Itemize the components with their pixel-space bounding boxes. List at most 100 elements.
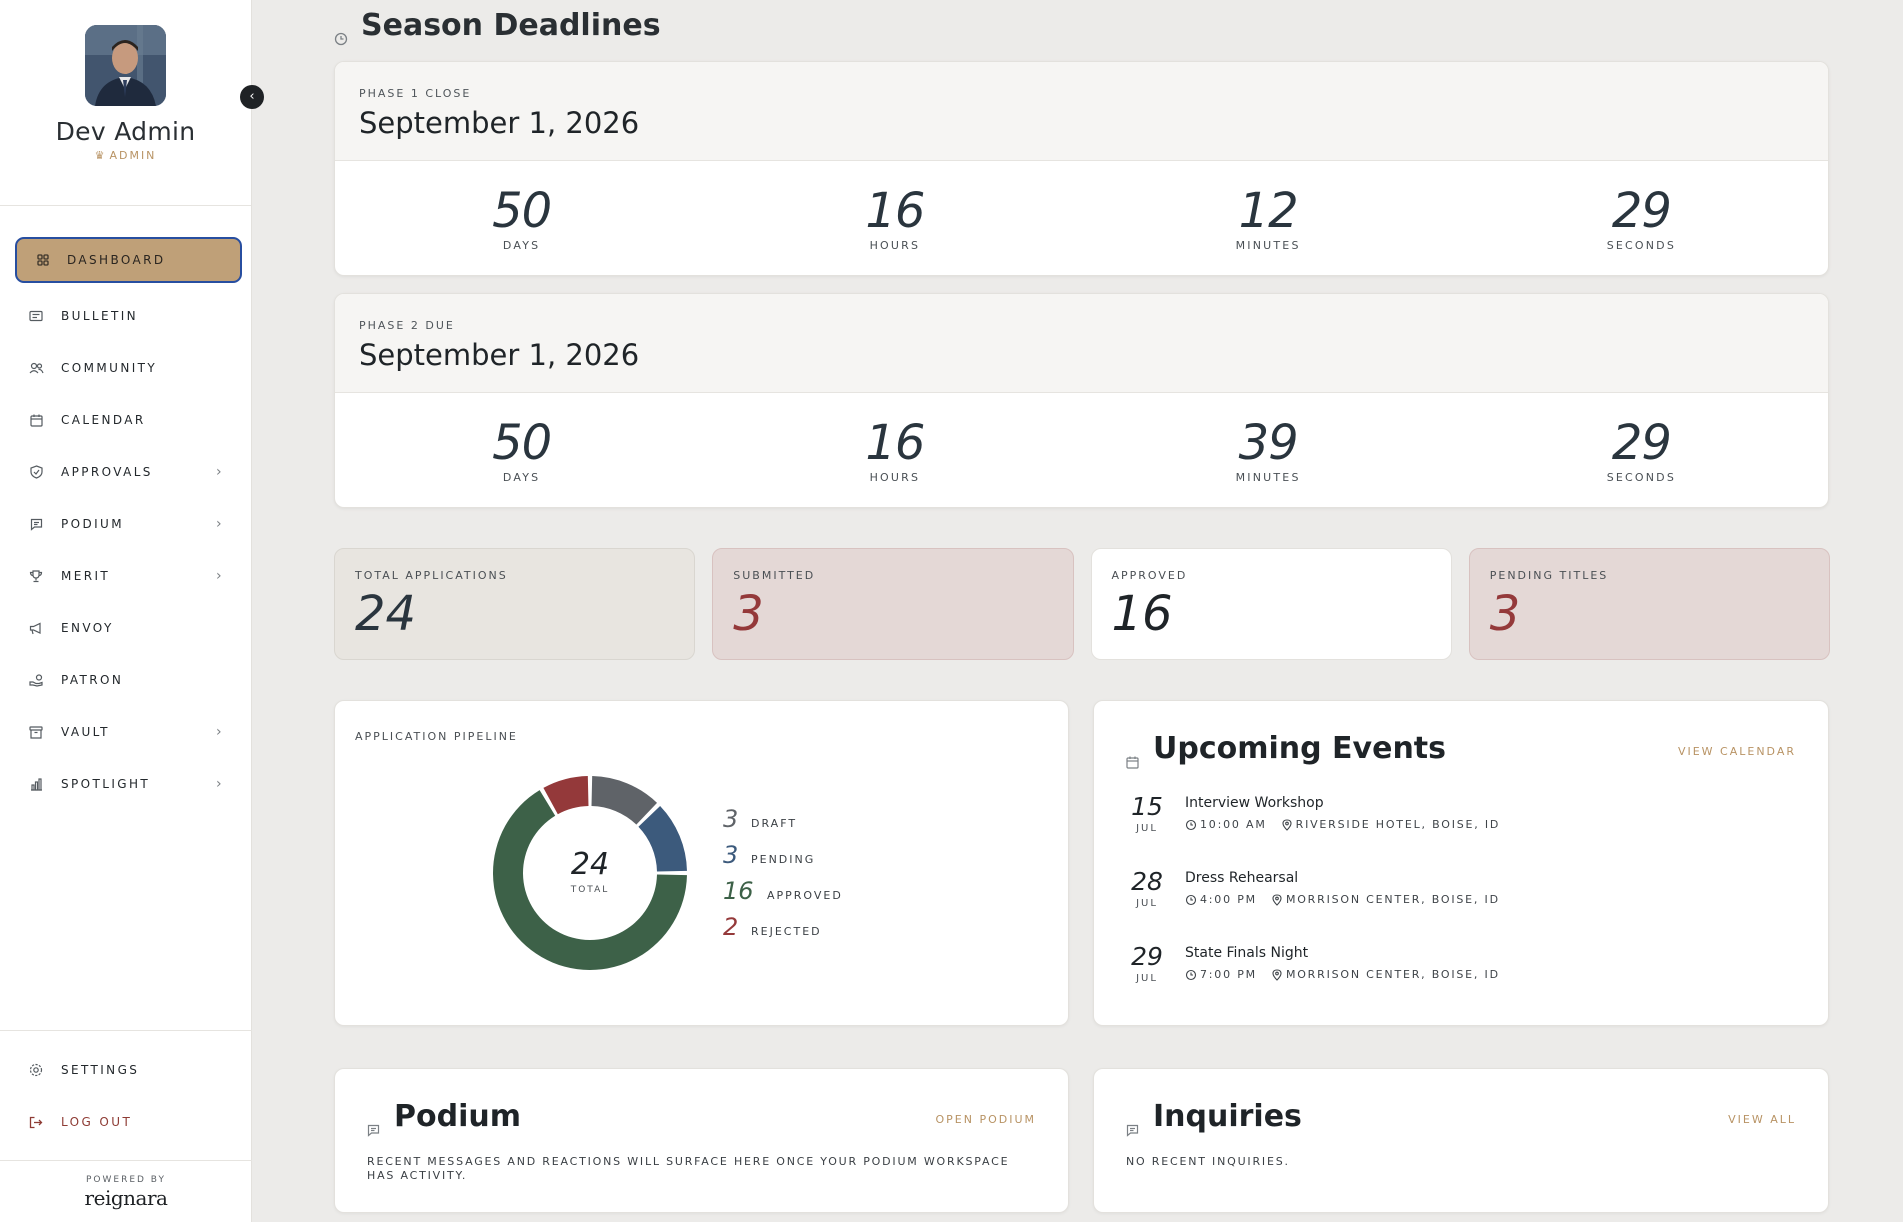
message-square-icon (28, 516, 44, 532)
deadline-card-phase-1: PHASE 1 CLOSE September 1, 2026 50 DAYS … (334, 61, 1829, 276)
application-pipeline-panel: APPLICATION PIPELINE 24 TOTAL 3 DRAFT 3 … (334, 700, 1069, 1026)
sidebar-item-label: BULLETIN (61, 309, 139, 323)
countdown-minutes: 39 MINUTES (1082, 393, 1455, 507)
sidebar-item-merit[interactable]: MERIT › (0, 550, 252, 602)
sidebar-item-dashboard[interactable]: DASHBOARD (15, 237, 242, 283)
sidebar-item-approvals[interactable]: APPROVALS › (0, 446, 252, 498)
inquiries-panel: Inquiries VIEW ALL NO RECENT INQUIRIES. (1093, 1068, 1829, 1213)
pipeline-legend: 3 DRAFT 3 PENDING 16 APPROVED 2 REJECTED (723, 805, 843, 949)
countdown-unit: MINUTES (1235, 471, 1301, 484)
event-day: 29 (1131, 942, 1163, 971)
sidebar-item-vault[interactable]: VAULT › (0, 706, 252, 758)
event-month: JUL (1136, 973, 1158, 984)
deadline-label: PHASE 1 CLOSE (359, 87, 472, 100)
sidebar-nav: DASHBOARD BULLETIN COMMUNITY CALENDAR AP… (0, 228, 252, 810)
countdown-minutes: 12 MINUTES (1082, 161, 1455, 275)
stat-value: 16 (1111, 586, 1173, 642)
sidebar-item-settings[interactable]: SETTINGS (0, 1044, 252, 1096)
sidebar-item-community[interactable]: COMMUNITY (0, 342, 252, 394)
stat-label: APPROVED (1111, 569, 1188, 582)
countdown-hours: 16 HOURS (708, 161, 1081, 275)
sidebar-item-label: CALENDAR (61, 413, 146, 427)
chevron-right-icon: › (216, 516, 224, 532)
avatar[interactable] (85, 25, 166, 106)
event-time: 10:00 AM (1200, 818, 1267, 831)
view-all-inquiries-link[interactable]: VIEW ALL (1728, 1113, 1796, 1126)
event-item[interactable]: 15 JUL Interview Workshop 10:00 AM RIVER… (1126, 793, 1806, 853)
panel-title: Upcoming Events (1126, 731, 1446, 769)
sidebar-item-calendar[interactable]: CALENDAR (0, 394, 252, 446)
archive-icon (28, 724, 44, 740)
event-location: RIVERSIDE HOTEL, BOISE, ID (1295, 818, 1501, 831)
event-location: MORRISON CENTER, BOISE, ID (1285, 968, 1500, 981)
sidebar-footer-nav: SETTINGS LOG OUT (0, 1030, 252, 1148)
gear-icon (28, 1062, 44, 1078)
event-item[interactable]: 29 JUL State Finals Night 7:00 PM MORRIS… (1126, 943, 1806, 1003)
donut-slice-draft[interactable] (591, 776, 658, 825)
user-role-label: ADMIN (109, 149, 157, 162)
sidebar-item-label: PODIUM (61, 517, 124, 531)
donut-slice-approved[interactable] (493, 790, 687, 970)
sidebar-collapse-button[interactable]: ‹ (240, 85, 264, 109)
sidebar: Dev Admin ♛ ADMIN DASHBOARD BULLETIN COMM… (0, 0, 252, 1222)
event-title: Interview Workshop (1185, 795, 1324, 811)
legend-item-approved: 16 APPROVED (723, 877, 843, 913)
stat-card-submitted[interactable]: SUBMITTED 3 (712, 548, 1074, 660)
panel-title-text: Inquiries (1153, 1099, 1302, 1134)
map-pin-icon (1282, 818, 1292, 831)
open-podium-link[interactable]: OPEN PODIUM (935, 1113, 1036, 1126)
legend-value: 3 (723, 805, 739, 833)
grid-icon (35, 252, 51, 268)
sidebar-item-envoy[interactable]: ENVOY (0, 602, 252, 654)
countdown-seconds: 29 SECONDS (1455, 393, 1828, 507)
panel-title-text: Podium (394, 1099, 521, 1134)
event-item[interactable]: 28 JUL Dress Rehearsal 4:00 PM MORRISON … (1126, 868, 1806, 928)
countdown-value: 29 (1611, 183, 1672, 239)
panel-title-text: Upcoming Events (1153, 731, 1446, 766)
clock-icon (1185, 969, 1197, 980)
deadline-label: PHASE 2 DUE (359, 319, 455, 332)
sidebar-item-label: SETTINGS (61, 1063, 140, 1077)
legend-item-pending: 3 PENDING (723, 841, 843, 877)
powered-by: POWERED BY reignara (0, 1160, 252, 1210)
event-time: 4:00 PM (1200, 893, 1257, 906)
countdown-unit: DAYS (502, 471, 541, 484)
chevron-right-icon: › (216, 464, 224, 480)
countdown-unit: SECONDS (1606, 239, 1677, 252)
countdown-value: 29 (1611, 415, 1672, 471)
sidebar-item-patron[interactable]: PATRON (0, 654, 252, 706)
sidebar-item-spotlight[interactable]: SPOTLIGHT › (0, 758, 252, 810)
bar-chart-icon (28, 776, 44, 792)
sidebar-item-label: PATRON (61, 673, 124, 687)
event-time: 7:00 PM (1200, 968, 1257, 981)
event-month: JUL (1136, 898, 1158, 909)
stat-card-pending-titles[interactable]: PENDING TITLES 3 (1468, 548, 1830, 660)
upcoming-events-panel: Upcoming Events VIEW CALENDAR 15 JUL Int… (1093, 700, 1829, 1026)
donut-slice-rejected[interactable] (543, 776, 589, 815)
donut-slice-pending[interactable] (638, 805, 687, 872)
deadline-header: PHASE 2 DUE September 1, 2026 (335, 294, 1828, 393)
event-meta: 4:00 PM MORRISON CENTER, BOISE, ID (1185, 893, 1500, 906)
newspaper-icon (28, 308, 44, 324)
shield-check-icon (28, 464, 44, 480)
sidebar-item-label: COMMUNITY (61, 361, 158, 375)
user-role-badge: ♛ ADMIN (0, 149, 251, 162)
view-calendar-link[interactable]: VIEW CALENDAR (1677, 745, 1796, 758)
legend-value: 16 (723, 877, 754, 905)
sidebar-item-logout[interactable]: LOG OUT (0, 1096, 252, 1148)
stat-card-total-applications[interactable]: TOTAL APPLICATIONS 24 (334, 548, 696, 660)
panel-title: Podium (367, 1099, 521, 1137)
hand-coins-icon (28, 672, 44, 688)
legend-label: DRAFT (751, 817, 798, 830)
profile-panel: Dev Admin ♛ ADMIN (0, 0, 251, 206)
stats-row: TOTAL APPLICATIONS 24 SUBMITTED 3 APPROV… (334, 548, 1830, 660)
sidebar-item-podium[interactable]: PODIUM › (0, 498, 252, 550)
stat-card-approved[interactable]: APPROVED 16 (1090, 548, 1452, 660)
countdown-unit: MINUTES (1235, 239, 1301, 252)
map-pin-icon (1272, 968, 1282, 981)
countdown-value: 12 (1238, 183, 1299, 239)
legend-item-rejected: 2 REJECTED (723, 913, 843, 949)
sidebar-item-bulletin[interactable]: BULLETIN (0, 290, 252, 342)
event-month: JUL (1136, 823, 1158, 834)
event-meta: 10:00 AM RIVERSIDE HOTEL, BOISE, ID (1185, 818, 1500, 831)
